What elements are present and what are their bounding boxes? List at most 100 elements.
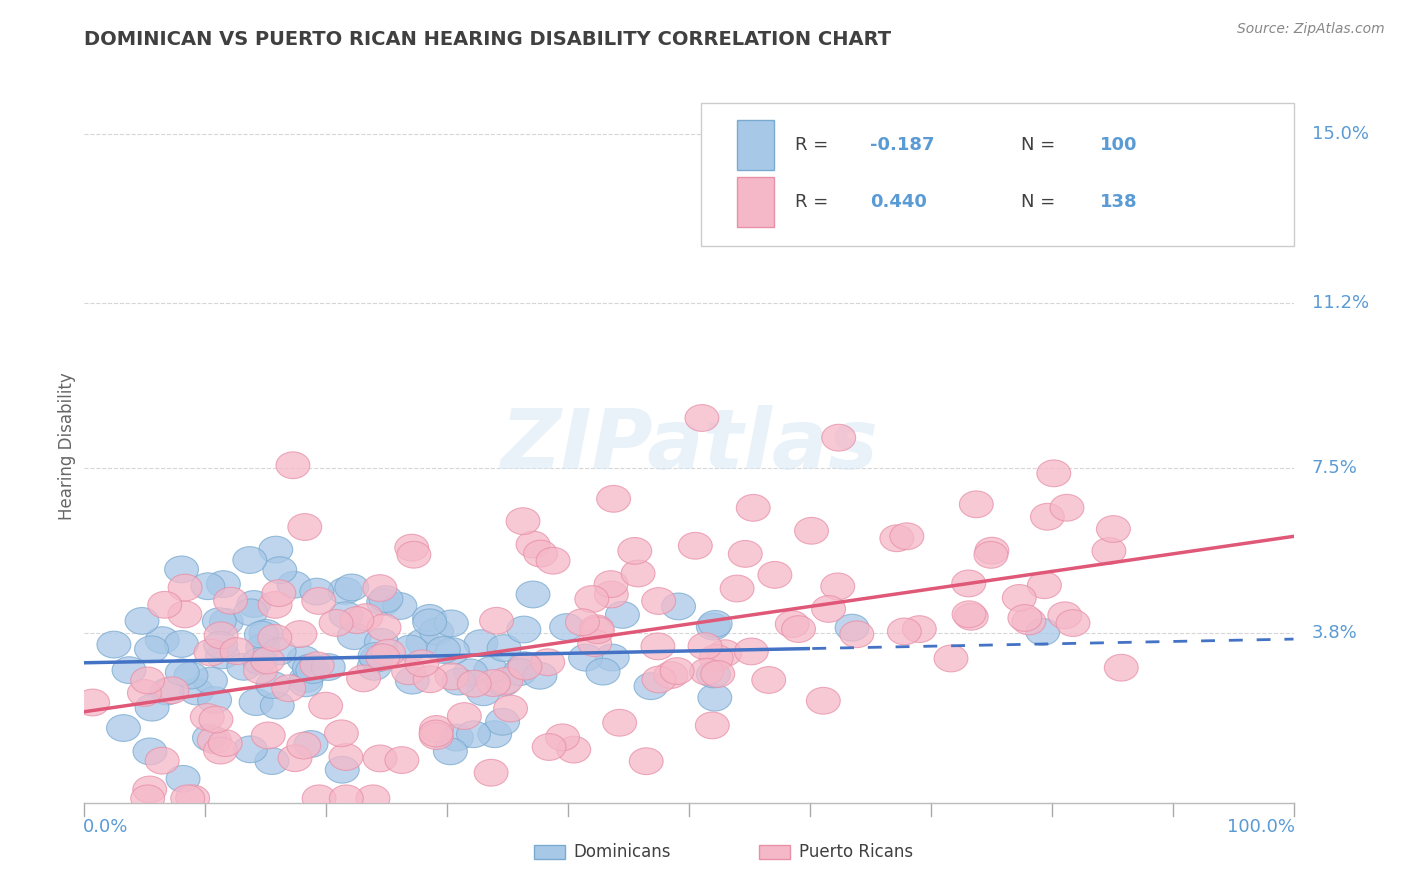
Ellipse shape xyxy=(508,653,541,680)
Text: N =: N = xyxy=(1021,136,1062,153)
Ellipse shape xyxy=(1026,618,1060,645)
Ellipse shape xyxy=(486,669,520,696)
Ellipse shape xyxy=(148,591,181,618)
Ellipse shape xyxy=(205,642,239,669)
Ellipse shape xyxy=(880,524,914,551)
Ellipse shape xyxy=(536,548,569,574)
Ellipse shape xyxy=(226,654,260,681)
Ellipse shape xyxy=(221,638,254,665)
Ellipse shape xyxy=(479,607,513,634)
Ellipse shape xyxy=(581,617,614,644)
Ellipse shape xyxy=(419,720,453,747)
Ellipse shape xyxy=(204,622,238,648)
Text: 11.2%: 11.2% xyxy=(1312,294,1369,312)
Ellipse shape xyxy=(176,785,209,812)
Ellipse shape xyxy=(434,610,468,637)
Ellipse shape xyxy=(508,652,541,679)
Ellipse shape xyxy=(145,747,179,774)
Ellipse shape xyxy=(688,632,721,659)
Ellipse shape xyxy=(364,629,398,656)
Ellipse shape xyxy=(728,541,762,567)
Ellipse shape xyxy=(259,536,292,563)
Ellipse shape xyxy=(839,621,873,648)
Ellipse shape xyxy=(166,659,200,686)
Ellipse shape xyxy=(243,657,277,684)
Ellipse shape xyxy=(207,571,240,598)
Ellipse shape xyxy=(486,635,522,662)
Ellipse shape xyxy=(347,665,381,692)
Ellipse shape xyxy=(1008,605,1042,632)
Ellipse shape xyxy=(271,675,305,702)
Ellipse shape xyxy=(419,715,453,742)
Ellipse shape xyxy=(246,634,280,661)
Ellipse shape xyxy=(454,659,488,686)
Ellipse shape xyxy=(595,571,628,598)
Ellipse shape xyxy=(340,607,374,633)
Ellipse shape xyxy=(250,647,284,673)
Ellipse shape xyxy=(578,630,612,657)
Ellipse shape xyxy=(256,672,290,698)
Ellipse shape xyxy=(794,517,828,544)
Ellipse shape xyxy=(413,609,447,636)
Ellipse shape xyxy=(294,731,328,757)
Ellipse shape xyxy=(395,667,429,694)
Ellipse shape xyxy=(603,709,637,736)
Ellipse shape xyxy=(550,614,583,640)
Ellipse shape xyxy=(329,744,363,771)
Ellipse shape xyxy=(696,661,730,688)
Ellipse shape xyxy=(457,721,491,747)
Ellipse shape xyxy=(506,508,540,534)
Ellipse shape xyxy=(191,573,225,599)
Ellipse shape xyxy=(243,648,277,674)
Ellipse shape xyxy=(128,680,162,706)
Ellipse shape xyxy=(974,537,1008,564)
Ellipse shape xyxy=(720,575,754,602)
Ellipse shape xyxy=(699,645,733,672)
Ellipse shape xyxy=(775,611,808,638)
Ellipse shape xyxy=(131,667,165,694)
Ellipse shape xyxy=(557,736,591,763)
Ellipse shape xyxy=(634,673,668,699)
Ellipse shape xyxy=(233,547,267,574)
Ellipse shape xyxy=(167,601,202,628)
Ellipse shape xyxy=(309,692,343,719)
Text: 7.5%: 7.5% xyxy=(1312,459,1358,477)
Ellipse shape xyxy=(575,586,609,613)
Ellipse shape xyxy=(368,586,404,613)
Ellipse shape xyxy=(654,662,688,689)
Ellipse shape xyxy=(262,580,295,607)
Ellipse shape xyxy=(382,592,416,619)
Ellipse shape xyxy=(288,514,322,541)
Ellipse shape xyxy=(934,645,967,672)
Text: Dominicans: Dominicans xyxy=(574,843,671,861)
Ellipse shape xyxy=(699,610,733,637)
Text: Source: ZipAtlas.com: Source: ZipAtlas.com xyxy=(1237,22,1385,37)
Ellipse shape xyxy=(360,645,394,672)
Ellipse shape xyxy=(166,765,200,792)
Ellipse shape xyxy=(132,776,167,803)
Ellipse shape xyxy=(952,570,986,597)
Ellipse shape xyxy=(405,650,439,677)
Ellipse shape xyxy=(249,620,283,647)
Ellipse shape xyxy=(325,720,359,747)
Ellipse shape xyxy=(734,638,768,665)
Ellipse shape xyxy=(630,747,664,774)
Ellipse shape xyxy=(357,654,391,681)
Ellipse shape xyxy=(821,425,856,451)
Ellipse shape xyxy=(349,604,382,631)
Ellipse shape xyxy=(1056,610,1090,637)
Ellipse shape xyxy=(697,684,731,711)
FancyBboxPatch shape xyxy=(737,120,773,169)
Ellipse shape xyxy=(700,661,735,688)
Ellipse shape xyxy=(516,531,550,558)
Ellipse shape xyxy=(155,677,188,704)
FancyBboxPatch shape xyxy=(702,103,1294,246)
Ellipse shape xyxy=(523,663,557,690)
Ellipse shape xyxy=(474,657,508,683)
Ellipse shape xyxy=(474,759,508,786)
Ellipse shape xyxy=(568,644,603,671)
Ellipse shape xyxy=(419,723,453,749)
Ellipse shape xyxy=(662,593,696,620)
Ellipse shape xyxy=(170,785,205,812)
Ellipse shape xyxy=(97,632,131,658)
